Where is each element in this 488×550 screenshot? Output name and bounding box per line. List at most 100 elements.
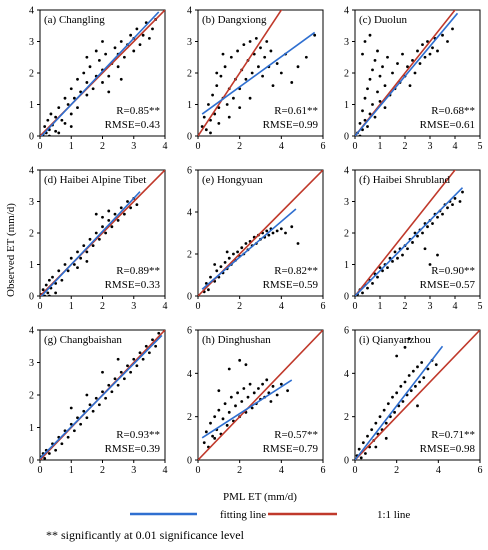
data-point: [238, 358, 242, 362]
data-point: [409, 389, 413, 393]
rmse-value: RMSE=0.39: [105, 443, 161, 455]
data-point: [361, 52, 364, 56]
data-point: [135, 364, 139, 368]
data-point: [286, 389, 289, 393]
data-point: [407, 374, 411, 377]
legend-one-to-one-label: 1:1 line: [377, 509, 410, 521]
data-point: [446, 40, 449, 43]
data-point: [151, 338, 154, 342]
data-point: [242, 387, 246, 390]
data-point: [132, 49, 136, 53]
fitting-line: [355, 187, 464, 296]
data-point: [296, 242, 300, 245]
scatter-panel: 0 1 2 3 4 0 1 2 3 4 (d) Haibei Alpine Tibet R=0.89*…: [29, 166, 168, 313]
data-point: [202, 115, 206, 119]
data-point: [110, 225, 114, 229]
x-tick-label: 2: [237, 465, 242, 476]
data-point: [104, 52, 108, 56]
data-point: [54, 129, 58, 133]
data-point: [47, 452, 51, 455]
y-tick-label: 4: [344, 166, 349, 177]
data-point: [72, 263, 76, 266]
scatter-panel: 0 1 2 3 4 5 0 1 2 3 4 (f) Haibei Shrubland R=0.90** R…: [344, 166, 483, 313]
data-point: [88, 237, 92, 241]
data-point: [91, 244, 95, 248]
data-point: [403, 345, 407, 349]
data-point: [107, 209, 111, 213]
data-point: [373, 115, 377, 119]
x-tick-label: 3: [428, 141, 433, 152]
y-axis-label: Observed ET (mm/d): [5, 203, 17, 297]
data-point: [57, 269, 61, 273]
data-point: [69, 125, 73, 128]
data-point: [232, 96, 235, 100]
data-point: [129, 33, 133, 37]
data-point: [119, 40, 123, 43]
data-point: [229, 55, 233, 59]
data-point: [418, 380, 421, 384]
data-point: [44, 283, 48, 287]
y-tick-label: 1: [344, 100, 349, 111]
data-point: [122, 55, 126, 59]
x-tick-label: 4: [453, 301, 458, 312]
y-tick-label: 3: [344, 37, 349, 48]
y-tick-label: 2: [344, 69, 349, 80]
data-point: [248, 40, 252, 43]
data-point: [101, 81, 104, 84]
data-point: [94, 231, 98, 235]
data-point: [453, 196, 457, 200]
data-point: [436, 215, 439, 219]
r-value: R=0.93**: [116, 429, 160, 441]
data-point: [204, 430, 208, 434]
data-point: [119, 77, 123, 81]
data-point: [357, 447, 361, 451]
data-point: [219, 74, 223, 78]
data-point: [275, 62, 279, 65]
y-tick-label: 2: [187, 412, 192, 423]
r-value: R=0.82**: [274, 265, 318, 277]
data-point: [361, 109, 364, 113]
data-point: [225, 250, 229, 254]
data-point: [358, 134, 362, 136]
data-point: [401, 253, 404, 257]
x-tick-label: 4: [453, 141, 458, 152]
data-point: [423, 55, 427, 59]
x-tick-label: 0: [38, 465, 43, 476]
data-point: [76, 416, 79, 420]
data-point: [313, 33, 317, 37]
x-tick-label: 1: [69, 465, 74, 476]
data-point: [57, 131, 61, 135]
data-point: [265, 40, 269, 43]
data-point: [141, 33, 145, 37]
y-tick-label: 1: [187, 100, 192, 111]
x-tick-label: 4: [163, 301, 168, 312]
r-value: R=0.90**: [431, 265, 475, 277]
data-point: [416, 365, 419, 369]
data-point: [296, 65, 300, 69]
data-point: [393, 250, 397, 254]
x-tick-label: 0: [353, 465, 358, 476]
y-tick-label: 1: [29, 423, 34, 434]
data-point: [290, 225, 294, 229]
data-point: [207, 288, 210, 292]
data-point: [421, 43, 424, 47]
data-point: [107, 74, 111, 78]
one-to-one-line: [355, 330, 480, 460]
y-tick-label: 1: [29, 100, 34, 111]
panel-title: (b) Dangxiong: [202, 14, 267, 26]
data-point: [66, 269, 70, 273]
x-tick-label: 2: [403, 141, 408, 152]
data-point: [431, 46, 434, 50]
data-point: [383, 106, 387, 110]
x-tick-label: 4: [163, 465, 168, 476]
data-point: [79, 256, 83, 260]
data-point: [63, 96, 67, 100]
data-point: [411, 59, 414, 62]
data-point: [213, 263, 217, 266]
data-point: [122, 377, 126, 381]
data-point: [284, 231, 287, 235]
y-tick-label: 2: [344, 412, 349, 423]
data-point: [416, 404, 419, 408]
data-point: [242, 43, 246, 47]
data-point: [76, 266, 79, 270]
